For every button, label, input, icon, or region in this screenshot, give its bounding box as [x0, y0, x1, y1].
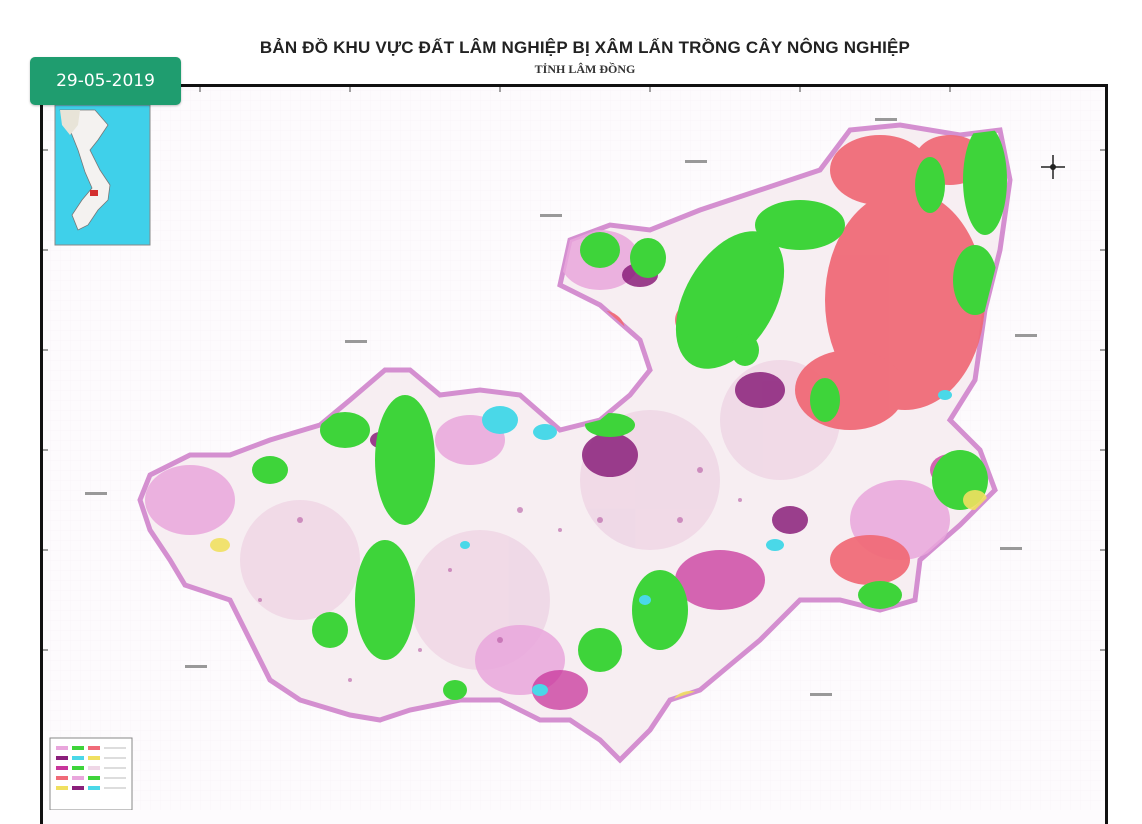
- map-legend: [49, 737, 133, 810]
- date-badge: 29-05-2019: [30, 57, 181, 105]
- map-title: BẢN ĐỒ KHU VỰC ĐẤT LÂM NGHIỆP BỊ XÂM LẤN…: [259, 38, 911, 57]
- vietnam-inset-map: [54, 104, 151, 246]
- compass-icon: [1041, 155, 1065, 179]
- map-subtitle: TỈNH LÂM ĐỒNG: [534, 62, 636, 76]
- province-lam-dong: [137, 122, 1013, 764]
